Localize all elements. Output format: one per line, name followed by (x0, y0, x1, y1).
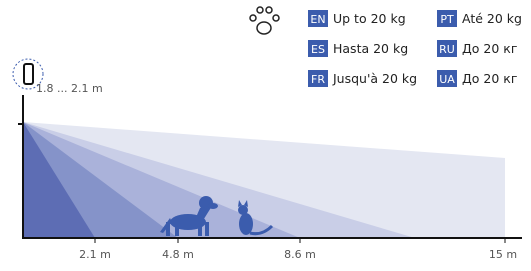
legend-text: Até 20 kg (462, 11, 522, 26)
legend-text: Hasta 20 kg (333, 41, 408, 56)
legend-text: До 20 кг (462, 71, 517, 86)
language-code: PT (440, 13, 454, 26)
language-code: UA (439, 73, 455, 86)
distance-label: 2.1 m (79, 248, 111, 261)
paw-icon (250, 7, 279, 34)
language-code: RU (439, 43, 455, 56)
language-code: ES (311, 43, 325, 56)
language-code: FR (311, 73, 325, 86)
sensor-icon (24, 64, 33, 84)
distance-label: 4.8 m (162, 248, 194, 261)
legend: EN Up to 20 kg PT Até 20 kg ES Hasta 20 … (308, 10, 522, 87)
distance-label: 15 m (489, 248, 517, 261)
legend-text: Up to 20 kg (333, 11, 406, 26)
sensor-height: 1.8 ... 2.1 m (36, 82, 103, 95)
language-code: EN (310, 13, 325, 26)
distance-label: 8.6 m (284, 248, 316, 261)
legend-text: Jusqu'à 20 kg (332, 71, 417, 86)
sensor-coverage-diagram: 1.8 ... 2.1 m 2.1 m 4.8 m 8.6 m 15 m EN … (0, 0, 531, 271)
legend-text: До 20 кг (462, 41, 517, 56)
